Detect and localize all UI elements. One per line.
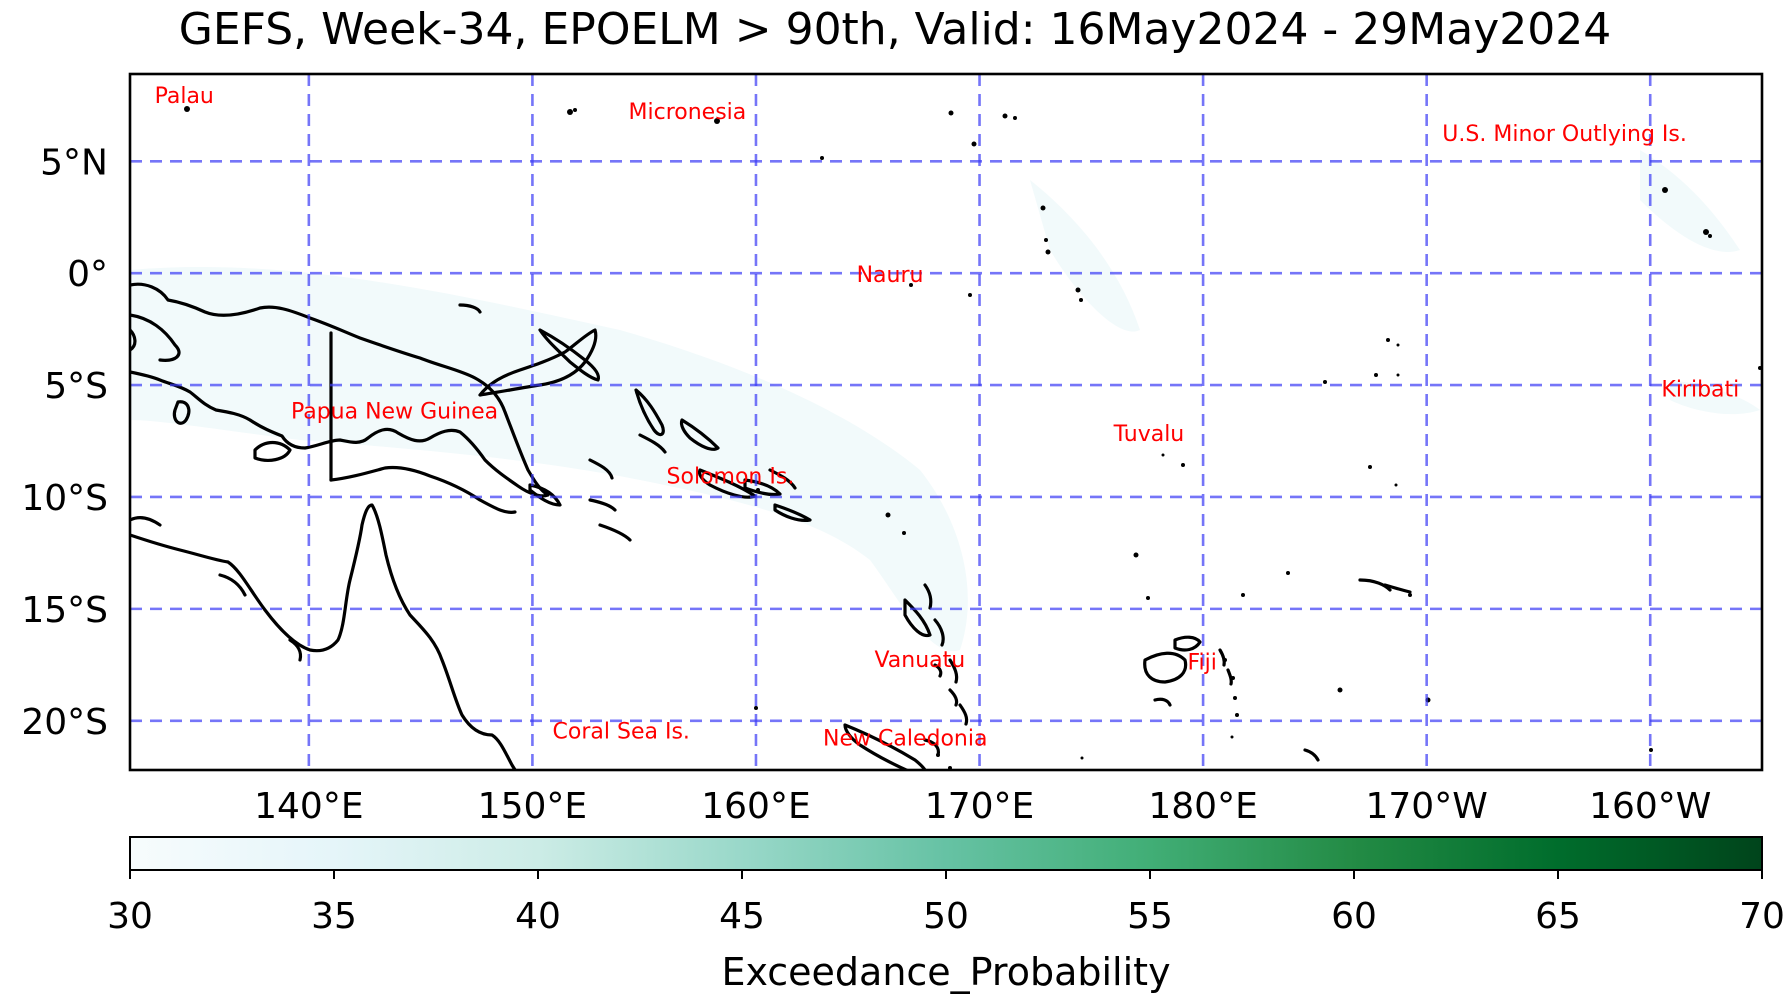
colorbar-tick-label: 40 bbox=[515, 896, 561, 937]
longitude-tick-labels: 140°E 150°E 160°E 170°E 180°E 170°W 160°W bbox=[254, 786, 1711, 827]
colorbar-tick-label: 45 bbox=[719, 896, 765, 937]
coastline-fiji bbox=[1143, 651, 1188, 684]
map-plot-area bbox=[130, 74, 1762, 770]
probability-shading bbox=[130, 150, 1760, 652]
lon-tick-label: 170°W bbox=[1366, 786, 1488, 827]
lon-tick-label: 160°W bbox=[1589, 786, 1711, 827]
colorbar-tick-label: 35 bbox=[311, 896, 357, 937]
place-label: Coral Sea Is. bbox=[553, 720, 690, 745]
lon-tick-label: 180°E bbox=[1148, 786, 1257, 827]
place-label: Palau bbox=[155, 84, 214, 109]
place-label: Nauru bbox=[857, 263, 924, 288]
place-label: Solomon Is. bbox=[667, 465, 795, 490]
place-label: Kiribati bbox=[1661, 377, 1739, 402]
gridlines bbox=[130, 74, 1762, 770]
lat-tick-label: 5°S bbox=[44, 366, 108, 407]
place-label: Papua New Guinea bbox=[291, 400, 498, 425]
latitude-tick-labels: 5°N 0° 5°S 10°S 15°S 20°S bbox=[21, 142, 108, 742]
lon-tick-label: 150°E bbox=[478, 786, 587, 827]
place-label: Tuvalu bbox=[1113, 422, 1185, 447]
coastline-solomon-islands bbox=[634, 388, 665, 437]
colorbar-tick-label: 55 bbox=[1127, 896, 1173, 937]
place-labels: Palau Micronesia U.S. Minor Outlying Is. Na… bbox=[155, 84, 1740, 751]
lat-tick-label: 10°S bbox=[21, 478, 108, 519]
colorbar-tick-label: 65 bbox=[1535, 896, 1581, 937]
colorbar-tick-label: 70 bbox=[1739, 896, 1785, 937]
small-islands bbox=[184, 106, 1762, 770]
lat-tick-label: 0° bbox=[67, 254, 108, 295]
colorbar-tick-label: 50 bbox=[923, 896, 969, 937]
coastline-new-caledonia bbox=[843, 723, 927, 770]
place-label: New Caledonia bbox=[823, 726, 987, 751]
lat-tick-label: 5°N bbox=[40, 142, 108, 183]
map-frame bbox=[128, 72, 1764, 772]
colorbar-tick-label: 30 bbox=[107, 896, 153, 937]
colorbar-tick-labels: 30 35 40 45 50 55 60 65 70 bbox=[107, 870, 1785, 937]
lat-tick-label: 20°S bbox=[21, 702, 108, 743]
coastline-australia bbox=[130, 503, 517, 770]
lon-tick-label: 170°E bbox=[925, 786, 1034, 827]
place-label: Vanuatu bbox=[874, 648, 965, 673]
place-label: Micronesia bbox=[629, 100, 747, 125]
colorbar-label: Exceedance_Probability bbox=[721, 950, 1170, 994]
colorbar-tick-label: 60 bbox=[1331, 896, 1377, 937]
map-title: GEFS, Week-34, EPOELM > 90th, Valid: 16M… bbox=[178, 4, 1612, 55]
lon-tick-label: 160°E bbox=[701, 786, 810, 827]
lat-tick-label: 15°S bbox=[21, 590, 108, 631]
lon-tick-label: 140°E bbox=[254, 786, 363, 827]
colorbar bbox=[129, 836, 1763, 871]
place-label: Fiji bbox=[1187, 650, 1216, 675]
place-label: U.S. Minor Outlying Is. bbox=[1442, 122, 1687, 147]
